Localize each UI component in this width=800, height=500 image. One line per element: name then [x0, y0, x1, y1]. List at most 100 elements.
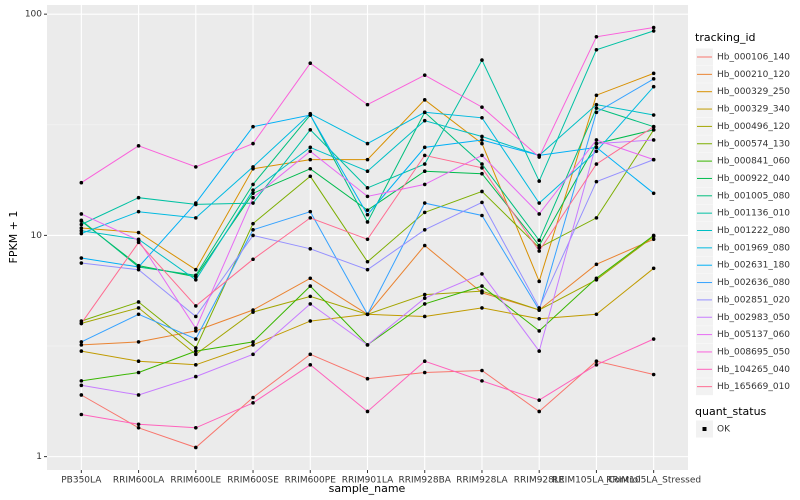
data-point	[422, 359, 427, 363]
data-point	[136, 340, 141, 344]
data-point	[194, 346, 198, 350]
data-point	[79, 393, 84, 397]
data-point	[422, 201, 427, 205]
data-point	[79, 218, 84, 223]
legend: Hb_000106_140 Hb_000210_120 Hb_000329_250 H…	[696, 48, 790, 438]
x-tick-label: RRIM928LE	[514, 476, 565, 486]
data-point	[537, 409, 541, 414]
data-point	[480, 284, 484, 288]
x-tick-label: RRIM105LA_Control	[552, 476, 641, 486]
data-point	[365, 169, 370, 174]
data-point	[651, 372, 656, 377]
data-point	[136, 240, 141, 245]
data-point	[79, 256, 84, 260]
data-point	[251, 191, 255, 196]
data-point	[594, 138, 599, 142]
legend-shape	[702, 427, 707, 431]
data-point	[422, 169, 427, 174]
data-point	[422, 118, 427, 123]
grid: 1 10 100 PB350LA RRIM600LA RRIM600LE RRIM600SE…	[25, 5, 701, 486]
data-point	[194, 352, 198, 357]
data-point	[136, 230, 141, 235]
data-point	[537, 212, 541, 216]
data-point	[308, 209, 313, 214]
data-point	[422, 98, 427, 102]
data-point	[79, 321, 84, 326]
y-axis-title: FPKM + 1	[7, 211, 20, 264]
data-point	[422, 73, 427, 77]
data-point	[194, 267, 198, 272]
data-point	[480, 141, 484, 146]
data-point	[136, 422, 141, 427]
data-point	[194, 201, 198, 205]
data-point	[537, 243, 541, 248]
data-point	[594, 110, 599, 115]
data-point	[537, 349, 541, 353]
data-point	[537, 329, 541, 333]
data-point	[537, 306, 541, 310]
data-point	[365, 194, 370, 199]
data-point	[79, 261, 84, 265]
data-point	[480, 134, 484, 139]
data-point	[365, 409, 370, 414]
data-point	[594, 149, 599, 154]
data-point	[251, 340, 255, 344]
data-point	[537, 279, 541, 284]
legend-label: Hb_104265_040	[717, 365, 790, 375]
data-point	[480, 116, 484, 120]
x-tick-label: RRIM105LA_Stressed	[606, 476, 701, 486]
marks	[79, 25, 656, 450]
legend-label: Hb_000210_120	[717, 70, 790, 80]
legend-label: Hb_000574_130	[717, 139, 790, 149]
data-point	[79, 231, 84, 236]
data-point	[651, 25, 656, 30]
data-point	[79, 383, 84, 388]
data-point	[365, 157, 370, 162]
data-point	[365, 267, 370, 272]
data-point	[194, 349, 198, 353]
data-point	[308, 61, 313, 66]
data-point	[480, 58, 484, 62]
data-point	[194, 165, 198, 169]
data-point	[651, 157, 656, 162]
data-point	[365, 141, 370, 146]
data-point	[308, 166, 313, 171]
data-point	[308, 284, 313, 288]
legend-label: Hb_002631_180	[717, 261, 790, 271]
data-point	[365, 186, 370, 190]
data-point	[308, 302, 313, 306]
data-point	[422, 145, 427, 150]
data-point	[251, 195, 255, 200]
data-point	[651, 233, 656, 238]
legend-label: Hb_002983_050	[717, 313, 790, 323]
x-tick-label: RRIM600SE	[227, 476, 279, 486]
data-point	[194, 314, 198, 319]
data-point	[422, 292, 427, 297]
data-point	[308, 149, 313, 154]
data-point	[651, 237, 656, 242]
data-point	[251, 233, 255, 238]
data-point	[594, 276, 599, 281]
data-point	[651, 266, 656, 271]
data-point	[365, 237, 370, 242]
data-point	[136, 359, 141, 363]
data-point	[136, 209, 141, 214]
data-point	[480, 379, 484, 383]
data-point	[480, 153, 484, 158]
data-point	[79, 379, 84, 383]
data-point	[194, 374, 198, 379]
legend-label: Hb_000841_060	[717, 157, 790, 167]
data-point	[308, 246, 313, 251]
data-point	[537, 249, 541, 253]
data-point	[194, 337, 198, 341]
data-point	[365, 208, 370, 212]
legend-label: Hb_000496_120	[717, 122, 790, 132]
y-tick-label: 100	[25, 10, 42, 20]
data-point	[136, 144, 141, 148]
data-point	[480, 213, 484, 218]
x-tick-label: RRIM928BA	[399, 476, 452, 486]
data-point	[422, 227, 427, 232]
data-point	[79, 340, 84, 344]
data-point	[651, 128, 656, 132]
